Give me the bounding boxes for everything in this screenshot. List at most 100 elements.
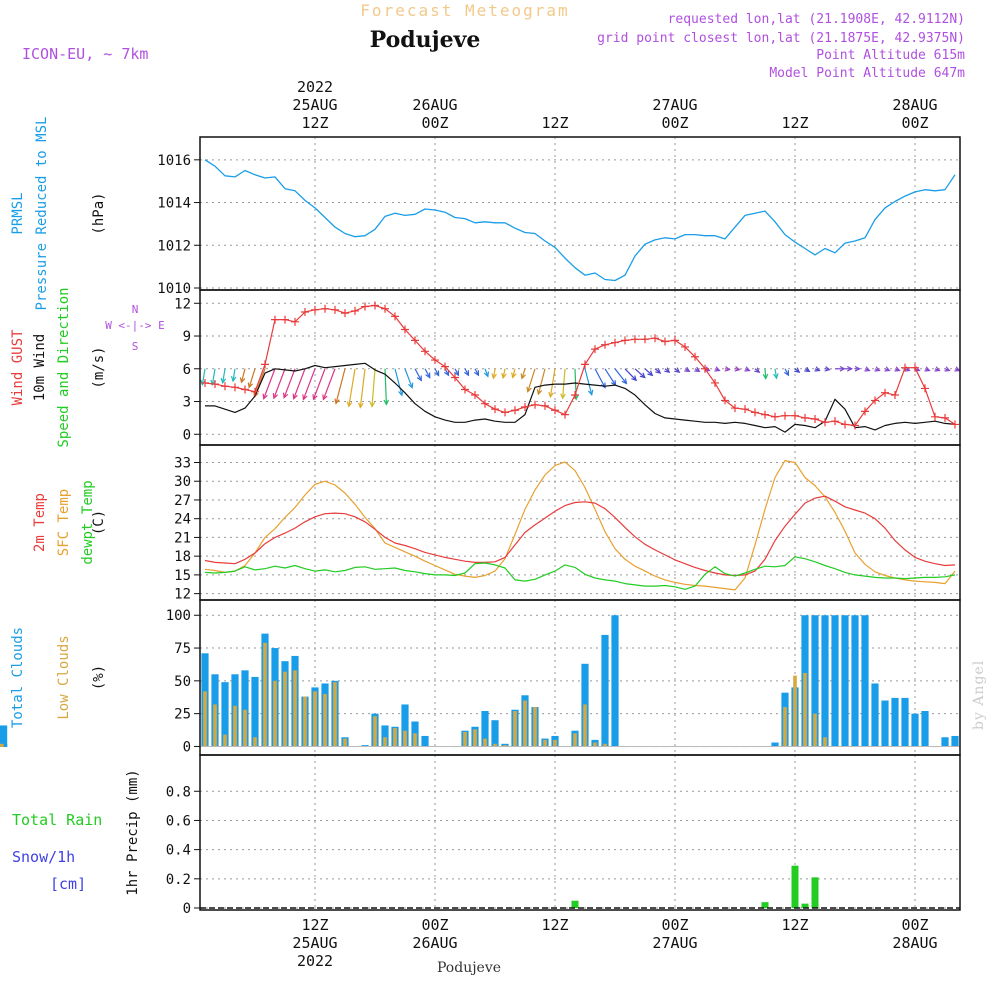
wind-arrow-head bbox=[443, 370, 450, 377]
top-time-label: 00Z bbox=[661, 114, 688, 132]
gust-marker bbox=[541, 401, 549, 410]
top-time-label: 26AUG bbox=[412, 96, 457, 114]
wind-arrow-head bbox=[511, 372, 517, 379]
gust-marker bbox=[951, 420, 959, 429]
wind-arrow-head bbox=[744, 366, 751, 372]
total-cloud-bar bbox=[401, 704, 409, 747]
gust-marker bbox=[521, 402, 529, 411]
wind-arrow bbox=[232, 368, 236, 382]
wind-arrow bbox=[248, 368, 256, 388]
wind-arrow-head bbox=[773, 373, 779, 380]
low-cloud-bar bbox=[573, 733, 577, 747]
panel-label: 2m Temp bbox=[32, 493, 48, 552]
low-cloud-bar bbox=[513, 711, 517, 747]
wind-arrow-head bbox=[483, 371, 490, 378]
wind-arrow bbox=[312, 368, 326, 400]
wind-arrow-head bbox=[272, 393, 279, 400]
wind-arrow-head bbox=[200, 379, 206, 386]
wind-arrow-head bbox=[944, 366, 951, 372]
rain-bar bbox=[791, 865, 799, 908]
gust-marker bbox=[911, 363, 919, 372]
wind-arrow bbox=[222, 368, 226, 383]
gust-marker bbox=[581, 360, 589, 369]
gust-marker bbox=[631, 335, 639, 344]
gust-marker bbox=[771, 412, 779, 421]
gust-marker bbox=[891, 390, 899, 399]
total-cloud-bar bbox=[811, 615, 819, 747]
bottom-time-label: 26AUG bbox=[412, 934, 457, 952]
gust-marker bbox=[291, 317, 299, 326]
gust-marker bbox=[921, 384, 929, 393]
wind-speed-line bbox=[205, 362, 956, 433]
wind-arrow-head bbox=[453, 370, 460, 377]
gust-marker bbox=[641, 335, 649, 344]
gust-marker bbox=[661, 337, 669, 346]
y-tick-label: 24 bbox=[174, 512, 191, 528]
gust-marker bbox=[351, 306, 359, 315]
wind-arrow-head bbox=[322, 394, 328, 401]
wind-arrow-head bbox=[247, 382, 254, 389]
low-cloud-bar bbox=[493, 743, 497, 747]
wind-arrow-head bbox=[463, 370, 470, 377]
gust-marker bbox=[231, 383, 239, 392]
low-cloud-bar bbox=[323, 693, 327, 747]
wind-arrow bbox=[283, 368, 296, 398]
bottom-time-label: 27AUG bbox=[652, 934, 697, 952]
y-tick-label: 9 bbox=[183, 329, 191, 345]
total-cloud-bar bbox=[821, 615, 829, 747]
low-cloud-bar bbox=[463, 732, 467, 747]
model-name: ICON-EU, ~ 7km bbox=[22, 45, 148, 63]
y-tick-label: 0 bbox=[183, 427, 191, 443]
total-cloud-bar bbox=[861, 615, 869, 747]
low-cloud-bar bbox=[243, 709, 247, 747]
y-tick-label: 0.4 bbox=[166, 843, 191, 859]
wind-arrow bbox=[484, 368, 489, 377]
panel-label: Speed and Direction bbox=[56, 287, 72, 447]
wind-arrow bbox=[359, 368, 366, 408]
gust-marker bbox=[431, 356, 439, 365]
snow-label: Snow/1h bbox=[12, 848, 75, 866]
compass-n: N bbox=[132, 303, 139, 316]
y-tick-label: 1012 bbox=[157, 238, 191, 254]
low-cloud-bar bbox=[0, 743, 4, 747]
low-cloud-bar bbox=[803, 672, 807, 747]
bottom-time-label: 25AUG bbox=[292, 934, 337, 952]
wind-arrow bbox=[624, 368, 637, 381]
y-tick-label: 1016 bbox=[157, 153, 191, 169]
gust-marker bbox=[851, 421, 859, 430]
panel-label: 10m Wind bbox=[32, 334, 48, 401]
low-cloud-bar bbox=[313, 691, 317, 747]
wind-arrow-head bbox=[754, 367, 761, 374]
gust-marker bbox=[901, 363, 909, 372]
wind-arrow-head bbox=[346, 401, 353, 408]
gust-marker bbox=[421, 347, 429, 356]
total-cloud-bar bbox=[891, 697, 899, 747]
wind-arrow-head bbox=[548, 391, 554, 399]
point-altitude: Point Altitude 615m bbox=[816, 48, 965, 63]
gust-marker bbox=[451, 373, 459, 382]
low-cloud-bar bbox=[273, 680, 277, 747]
gust-marker bbox=[731, 404, 739, 413]
wind-arrow bbox=[634, 368, 646, 378]
total-cloud-bar bbox=[251, 676, 259, 747]
wind-arrow-head bbox=[560, 393, 566, 400]
gust-marker bbox=[691, 352, 699, 361]
y-tick-label: 15 bbox=[174, 568, 191, 584]
pressure-line bbox=[204, 159, 956, 282]
gust-marker bbox=[721, 396, 729, 405]
gust-marker bbox=[251, 387, 259, 396]
wind-arrow bbox=[764, 368, 767, 379]
wind-arrow-head bbox=[684, 366, 691, 373]
gust-marker bbox=[491, 405, 499, 414]
gust-marker bbox=[411, 336, 419, 345]
wind-arrow bbox=[322, 368, 336, 400]
gust-marker bbox=[441, 362, 449, 371]
panel-label: PRMSL bbox=[10, 192, 26, 234]
gust-marker bbox=[481, 399, 489, 408]
gust-marker bbox=[321, 304, 329, 313]
y-tick-label: 0.2 bbox=[166, 872, 191, 888]
wind-arrow-head bbox=[520, 373, 526, 380]
wind-arrow bbox=[201, 368, 206, 385]
wind-arrow-head bbox=[894, 366, 901, 372]
footer-location: Podujeve bbox=[437, 960, 501, 976]
